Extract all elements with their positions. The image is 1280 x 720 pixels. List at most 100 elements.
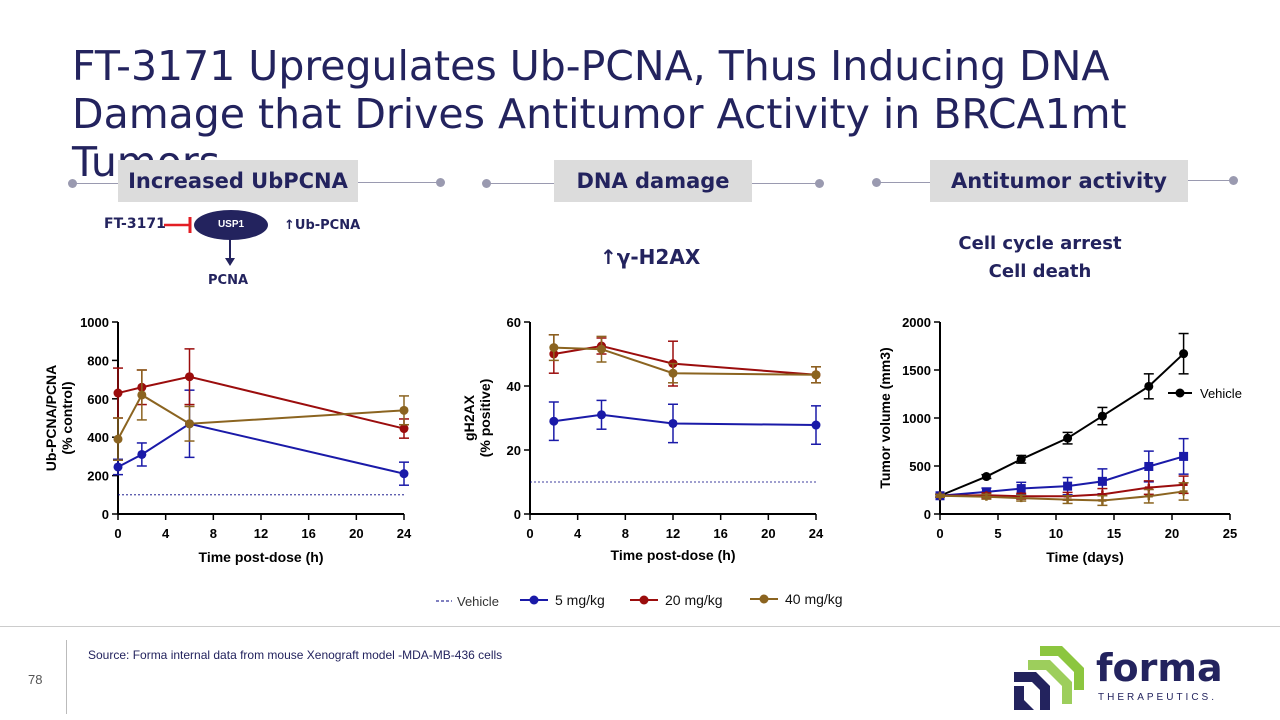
section-header: Antitumor activity	[930, 160, 1188, 202]
title-line-2: Damage that Drives Antitumor Activity in…	[72, 90, 1127, 186]
pcna-label: PCNA	[208, 273, 249, 288]
series-40-mg-kg	[113, 369, 409, 461]
series-line	[939, 352, 1185, 497]
data-point	[936, 491, 944, 500]
y-axis-label: Tumor volume (mm3)	[877, 347, 893, 488]
footer-vertical-divider	[66, 640, 67, 714]
y-tick-label: 400	[87, 430, 109, 445]
footer-divider	[0, 626, 1280, 627]
x-tick-label: 15	[1107, 526, 1121, 541]
ub-pcna-label: ↑Ub-PCNA	[284, 218, 361, 233]
y-tick-label: 0	[102, 507, 109, 522]
y-tick-label: 0	[514, 507, 521, 522]
x-tick-label: 12	[254, 526, 268, 541]
series-line	[553, 344, 817, 376]
y-axis-label: (% control)	[59, 381, 75, 454]
forma-logo: forma THERAPEUTICS.	[1010, 642, 1240, 714]
legend-label: 40 mg/kg	[785, 591, 843, 607]
connector-dot	[872, 178, 881, 187]
x-tick-label: 20	[349, 526, 363, 541]
series-5-mg-kg	[548, 399, 821, 445]
y-tick-label: 600	[87, 392, 109, 407]
legend-label: 5 mg/kg	[555, 592, 605, 608]
data-point	[597, 410, 606, 420]
data-point	[1063, 495, 1072, 504]
connector-dot	[815, 179, 824, 188]
x-tick-label: 8	[622, 526, 629, 541]
chart-1: 0 4 8 12 16 20 24 0 20 40 60 Time post-dose (h) gH2A…	[461, 315, 824, 563]
data-point	[597, 344, 606, 354]
y-tick-label: 500	[909, 459, 931, 474]
y-axis-label: (% positive)	[477, 379, 493, 458]
y-tick-label: 1000	[902, 411, 931, 426]
data-point	[1063, 433, 1073, 443]
data-point	[549, 343, 559, 353]
data-point	[1179, 487, 1188, 496]
data-point	[811, 420, 821, 430]
drug-label: FT-3171	[104, 216, 166, 232]
mechanism-arrows	[164, 217, 235, 266]
series-5-mg-kg	[935, 437, 1189, 501]
slide-title: FT-3171 Upregulates Ub-PCNA, Thus Induci…	[72, 42, 1252, 186]
x-tick-label: 0	[114, 526, 121, 541]
x-tick-label: 20	[761, 526, 775, 541]
series-40-mg-kg	[548, 334, 821, 384]
legend-20mg: 20 mg/kg	[630, 592, 723, 608]
y-tick-label: 0	[924, 507, 931, 522]
x-tick-label: 25	[1223, 526, 1237, 541]
data-point	[185, 372, 194, 382]
connector-dot	[1229, 176, 1238, 185]
data-point	[137, 390, 147, 400]
series-line	[117, 393, 405, 440]
logo-subtitle: THERAPEUTICS.	[1098, 692, 1218, 703]
data-point	[668, 368, 678, 378]
legend-5mg: 5 mg/kg	[520, 592, 605, 608]
data-point	[1179, 451, 1189, 461]
data-point	[399, 469, 409, 479]
connector-dot	[482, 179, 491, 188]
data-point	[1063, 481, 1073, 491]
connector-line	[490, 183, 554, 184]
title-line-1: FT-3171 Upregulates Ub-PCNA, Thus Induci…	[72, 42, 1110, 90]
data-point	[1098, 496, 1107, 505]
legend-label: Vehicle	[457, 594, 499, 609]
note-cell-death: Cell death	[988, 261, 1092, 282]
y-tick-label: 200	[87, 469, 109, 484]
legend-vehicle: Vehicle	[436, 594, 499, 609]
connector-line	[752, 183, 818, 184]
note-cell-cycle-arrest: Cell cycle arrest	[958, 233, 1122, 254]
data-point	[549, 416, 559, 426]
page-number: 78	[28, 672, 43, 687]
x-tick-label: 4	[574, 526, 582, 541]
x-tick-label: 20	[1165, 526, 1179, 541]
y-axis-label: Ub-PCNA/PCNA	[43, 365, 59, 472]
data-point	[113, 434, 123, 444]
data-point	[811, 370, 821, 380]
x-axis-label: Time post-dose (h)	[199, 549, 324, 565]
x-axis-label: Time (days)	[1046, 549, 1124, 565]
connector-line	[358, 182, 438, 183]
connector-line	[76, 183, 118, 184]
y-tick-label: 20	[507, 443, 521, 458]
inline-legend-vehicle: Vehicle	[1168, 386, 1242, 401]
connector-dot	[68, 179, 77, 188]
data-point	[1179, 349, 1189, 359]
section-header: DNA damage	[554, 160, 752, 202]
legend-label: Vehicle	[1200, 386, 1242, 401]
x-tick-label: 0	[936, 526, 943, 541]
legend-marker	[1175, 388, 1185, 398]
x-tick-label: 24	[397, 526, 412, 541]
x-tick-label: 24	[809, 526, 824, 541]
data-point	[1144, 461, 1154, 471]
data-point	[113, 462, 123, 472]
logo-mark-icon	[1014, 646, 1084, 710]
data-point	[1144, 492, 1153, 501]
y-tick-label: 40	[507, 379, 521, 394]
chart-0: 0 4 8 12 16 20 24 0 200 400 600 800 1000 Time post-do…	[43, 315, 412, 565]
series-vehicle	[935, 332, 1189, 501]
x-tick-label: 16	[713, 526, 727, 541]
antitumor-notes: Cell cycle arrest Cell death	[942, 230, 1138, 286]
data-point	[1097, 476, 1107, 486]
data-point	[1097, 411, 1107, 421]
